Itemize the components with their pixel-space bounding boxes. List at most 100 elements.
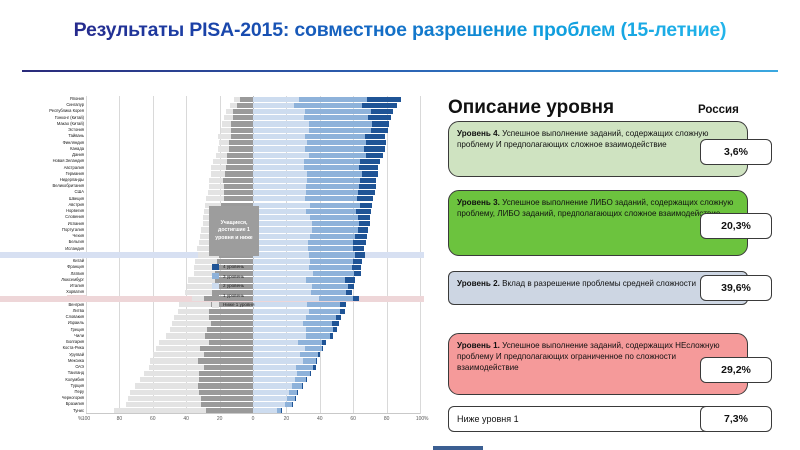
chart-bar-segment xyxy=(253,277,307,283)
chart-bar-row xyxy=(86,171,420,177)
chart-bar-segment xyxy=(207,327,253,333)
chart-x-tick: 60 xyxy=(150,416,156,422)
chart-bar-segment xyxy=(184,289,212,295)
chart-bar-segment xyxy=(253,302,308,308)
level-4-name: Уровень 4. xyxy=(457,129,500,138)
chart-bar-segment xyxy=(253,296,320,302)
chart-bar-segment xyxy=(309,127,372,133)
chart-bar-segment xyxy=(253,408,278,414)
chart-bar-segment xyxy=(198,370,253,377)
level-1-value: 29,2% xyxy=(700,357,772,383)
chart-bar-segment xyxy=(253,108,305,115)
russia-column-heading: Россия xyxy=(698,104,739,116)
chart-bar-segment xyxy=(299,352,319,358)
chart-legend: 4 уровень 3 уровень 2 уровень 1 уровень Ниже… xyxy=(212,262,274,310)
chart-bar-segment xyxy=(199,233,219,239)
chart-bar-row xyxy=(86,127,420,133)
chart-bar-segment xyxy=(351,264,362,271)
below-level-1-name: Ниже уровня 1 xyxy=(457,413,519,424)
chart-bar-segment xyxy=(307,239,354,246)
chart-category-label: Черногория xyxy=(61,395,84,401)
chart-bar-row xyxy=(86,296,420,302)
chart-bar-segment xyxy=(366,96,401,102)
chart-bar-row xyxy=(86,183,420,189)
chart-bar-segment xyxy=(363,146,386,152)
chart-bar-segment xyxy=(233,96,240,102)
chart-bar-segment xyxy=(226,152,253,158)
chart-category-label: Чехия xyxy=(72,233,84,239)
chart-bar-segment xyxy=(253,227,312,233)
chart-bar-segment xyxy=(370,108,393,115)
chart-bar-segment xyxy=(253,370,298,377)
chart-category-label: Великобритания xyxy=(52,183,84,189)
chart-bar-segment xyxy=(228,146,253,152)
chart-bar-segment xyxy=(298,339,322,345)
chart-bar-row xyxy=(86,115,420,121)
level-3-text: Успешное выполнение ЛИБО заданий, содерж… xyxy=(457,198,734,218)
level-1-name: Уровень 1. xyxy=(457,341,500,350)
chart-bar-segment xyxy=(361,171,379,177)
chart-bar-segment xyxy=(208,339,253,345)
chart-bar-segment xyxy=(298,96,367,102)
chart-bar-segment xyxy=(179,302,211,308)
chart-bar-segment xyxy=(169,327,208,333)
chart-category-label: Болгария xyxy=(66,339,84,345)
chart-bar-segment xyxy=(253,165,305,171)
chart-bar-segment xyxy=(304,146,364,152)
chart-bar-segment xyxy=(209,314,253,320)
chart-bar-segment xyxy=(195,258,218,264)
chart-bar-segment xyxy=(294,102,362,108)
chart-bar-segment xyxy=(353,258,363,264)
chart-category-label: Макао (Китай) xyxy=(56,120,84,126)
chart-bar-segment xyxy=(253,352,300,358)
chart-bar-segment xyxy=(223,190,253,196)
chart-bar-row xyxy=(86,408,420,414)
chart-category-label: Люксембург xyxy=(61,276,84,282)
chart-bar-segment xyxy=(128,395,202,401)
chart-bar-segment xyxy=(354,271,361,277)
level-1-description: Уровень 1. Успешное выполнение заданий, … xyxy=(448,333,748,395)
chart-bar-segment xyxy=(347,283,355,289)
chart-category-label: Хорватия xyxy=(66,289,84,295)
chart-bar-segment xyxy=(253,314,307,320)
chart-bar-segment xyxy=(353,239,366,246)
chart-bar-segment xyxy=(294,377,307,383)
chart-bar-segment xyxy=(305,345,322,352)
chart-category-label: Венгрия xyxy=(68,301,84,307)
level-1-text: Успешное выполнение заданий, содержащих … xyxy=(457,341,720,372)
chart-bar-segment xyxy=(288,389,297,395)
chart-bar-row xyxy=(86,202,420,208)
chart-bar-row xyxy=(86,289,420,295)
chart-bar-segment xyxy=(345,277,355,283)
chart-bar-segment xyxy=(253,289,311,295)
chart-category-label: Израиль xyxy=(67,320,84,326)
level-4-value: 3,6% xyxy=(700,139,772,165)
legend-item: 2 уровень xyxy=(212,281,274,291)
chart-bar-segment xyxy=(292,402,293,408)
chart-bar-segment xyxy=(172,320,212,327)
chart-bar-row xyxy=(86,133,420,140)
chart-bar-segment xyxy=(305,183,360,189)
chart-bar-segment xyxy=(174,314,210,320)
chart-bar-segment xyxy=(149,358,199,364)
chart-bar-segment xyxy=(297,370,310,377)
chart-bar-segment xyxy=(218,140,230,146)
chart-bar-segment xyxy=(321,345,324,352)
chart-bar-row xyxy=(86,165,420,171)
chart-category-label: Австралия xyxy=(63,164,84,170)
chart-category-label: Колумбия xyxy=(65,376,84,382)
chart-bar-segment xyxy=(224,196,253,202)
chart-bar-segment xyxy=(367,115,392,121)
legend-label: 1 уровень xyxy=(223,292,245,298)
chart-category-label: Норвегия xyxy=(66,208,84,214)
chart-category-label: Канада xyxy=(70,145,84,151)
chart-bar-segment xyxy=(316,358,317,364)
chart-bar-segment xyxy=(253,339,299,345)
chart-bar-segment xyxy=(211,320,253,327)
chart-bar-segment xyxy=(205,202,222,208)
chart-category-label: Новая Зеландия xyxy=(52,158,84,164)
chart-bar-segment xyxy=(284,402,293,408)
chart-bar-segment xyxy=(304,108,371,115)
chart-bar-segment xyxy=(253,327,306,333)
chart-bar-row xyxy=(86,333,420,339)
